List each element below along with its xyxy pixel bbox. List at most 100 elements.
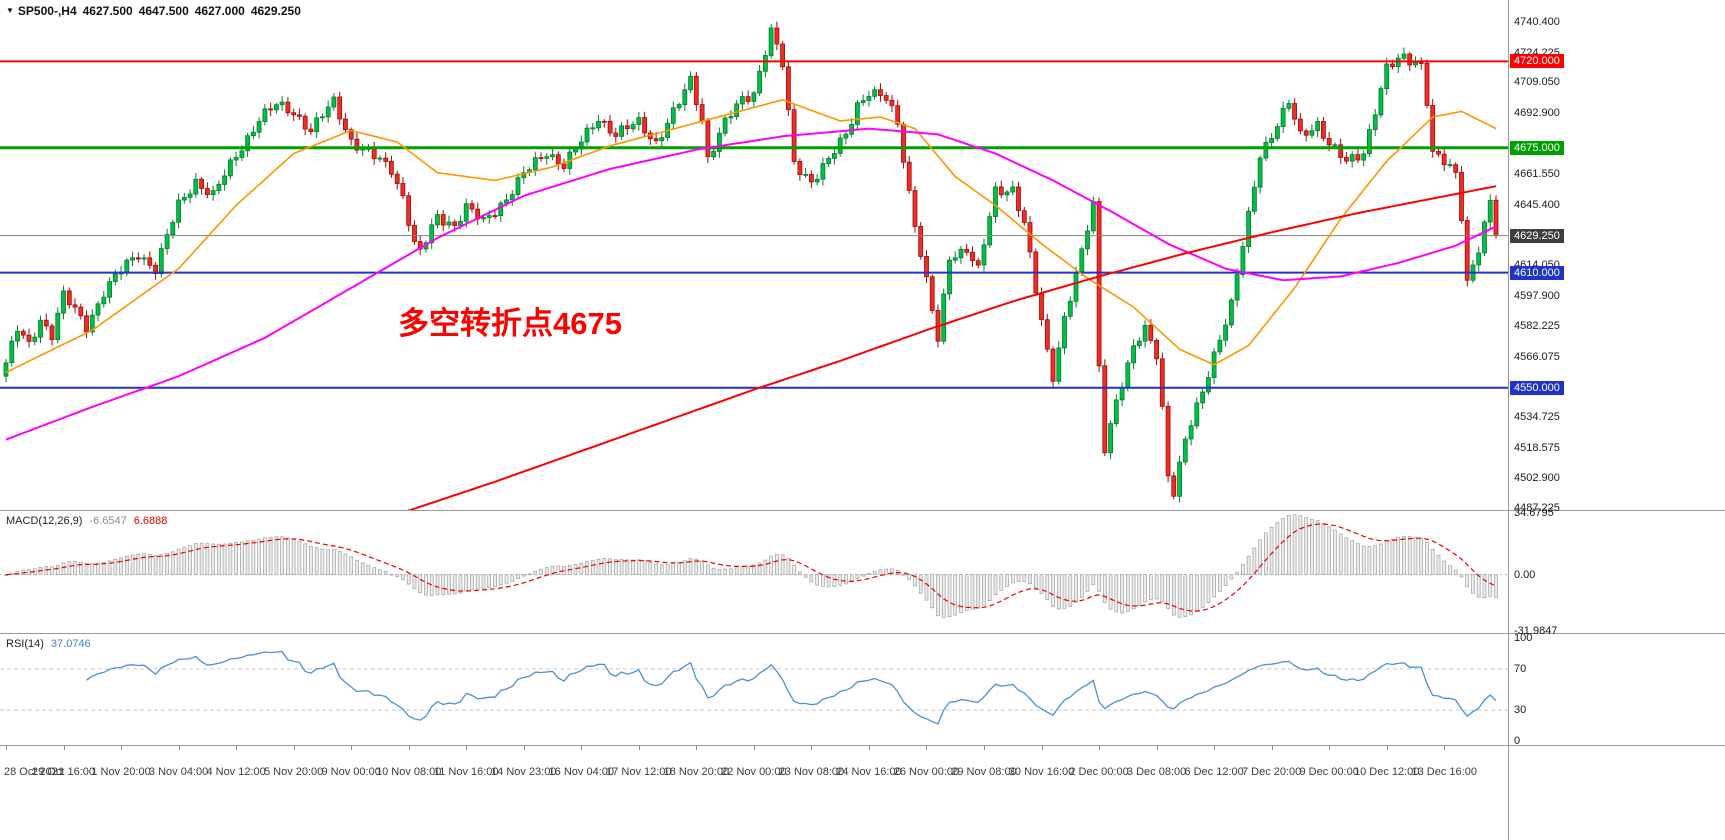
time-axis-label: 14 Nov 23:00	[491, 766, 557, 778]
rsi-value: 37.0746	[50, 638, 91, 650]
time-axis-label: 9 Nov 00:00	[321, 766, 381, 778]
time-axis-label: 11 Nov 16:00	[433, 766, 499, 778]
chart-title: ▼ SP500-,H4 4627.500 4647.500 4627.000 4629.2…	[6, 4, 301, 18]
rsi-label: RSI(14) 37.0746	[6, 638, 91, 650]
time-tick	[466, 746, 468, 750]
macd-tick-label: 0.00	[1514, 568, 1536, 581]
price-tick-label: 4566.075	[1514, 350, 1560, 363]
ohlc-close: 4629.250	[250, 4, 301, 18]
price-tick-label: 4709.050	[1514, 76, 1560, 89]
time-axis-label: 23 Nov 08:00	[778, 766, 845, 778]
time-tick	[351, 746, 353, 750]
time-tick	[1329, 746, 1331, 750]
time-axis-label: 3 Nov 04:00	[148, 766, 209, 778]
price-line-badge: 4550.000	[1510, 380, 1564, 395]
time-axis-label: 30 Nov 16:00	[1008, 766, 1075, 778]
time-tick	[1271, 746, 1273, 750]
time-axis-label: 6 Dec 12:00	[1184, 766, 1244, 778]
time-tick	[408, 746, 410, 750]
time-axis-label: 2 Dec 00:00	[1069, 766, 1129, 778]
time-axis-label: 7 Dec 20:00	[1241, 766, 1302, 778]
rsi-tick-label: 0	[1514, 735, 1521, 747]
time-tick	[696, 746, 698, 750]
macd-main-value: -6.6547	[89, 515, 127, 527]
time-tick	[178, 746, 180, 750]
ma-red[interactable]	[340, 185, 1497, 510]
ohlc-high: 4647.500	[138, 4, 189, 18]
price-line-badge: 4675.000	[1510, 140, 1564, 155]
ma-orange[interactable]	[5, 98, 1497, 374]
ohlc-open: 4627.500	[82, 4, 133, 18]
panel-separator[interactable]	[0, 510, 1725, 511]
time-axis-label: 18 Nov 20:00	[663, 766, 730, 778]
time-axis-label: 29 Oct 16:00	[32, 766, 96, 778]
macd-canvas[interactable]	[0, 511, 1508, 633]
macd-tick-label: -31.9847	[1514, 625, 1558, 638]
time-axis-label: 17 Nov 12:00	[606, 766, 672, 778]
time-axis-label: 10 Nov 08:00	[375, 766, 442, 778]
rsi-tick-label: 30	[1514, 704, 1527, 717]
price-chart-canvas[interactable]	[0, 0, 1508, 510]
time-axis-separator	[0, 745, 1725, 746]
price-axis-separator	[1508, 0, 1509, 840]
time-axis-label: 4 Nov 12:00	[206, 766, 266, 778]
time-axis-label: 5 Nov 20:00	[263, 766, 324, 778]
price-tick-label: 4534.725	[1514, 411, 1560, 424]
time-tick	[63, 746, 65, 750]
time-tick	[236, 746, 238, 750]
time-tick	[1444, 746, 1446, 750]
rsi-canvas[interactable]	[0, 634, 1508, 745]
macd-name: MACD(12,26,9)	[6, 515, 83, 527]
time-axis-label: 24 Nov 16:00	[836, 766, 902, 778]
rsi-tick-label: 100	[1514, 632, 1533, 644]
chart-marker-icon: ▼	[6, 6, 14, 15]
time-tick	[1386, 746, 1388, 750]
price-line-badge: 4720.000	[1510, 54, 1564, 69]
time-axis-label: 29 Nov 08:00	[951, 766, 1017, 778]
time-tick	[868, 746, 870, 750]
candles-layer	[3, 21, 1499, 503]
time-tick	[983, 746, 985, 750]
time-axis-label: 16 Nov 04:00	[548, 766, 614, 778]
time-axis-label: 9 Dec 00:00	[1299, 766, 1359, 778]
time-tick	[926, 746, 928, 750]
price-tick-label: 4692.900	[1514, 107, 1560, 120]
chart-annotation[interactable]: 多空转折点4675	[398, 306, 622, 341]
time-axis-label: 13 Dec 16:00	[1411, 766, 1477, 778]
price-line-badge: 4629.250	[1510, 228, 1564, 243]
time-tick	[6, 746, 7, 750]
time-axis-label: 22 Nov 00:00	[721, 766, 787, 778]
price-tick-label: 4518.575	[1514, 442, 1560, 455]
time-tick	[638, 746, 640, 750]
macd-tick-label: 34.6795	[1514, 507, 1554, 520]
ohlc-low: 4627.000	[194, 4, 245, 18]
panel-separator[interactable]	[0, 633, 1725, 634]
time-tick	[1099, 746, 1101, 750]
price-tick-label: 4645.400	[1514, 198, 1560, 211]
macd-signal-line	[5, 523, 1497, 612]
time-axis-label: 10 Dec 12:00	[1353, 766, 1420, 778]
macd-signal-value: 6.6888	[133, 515, 168, 527]
ma-magenta[interactable]	[5, 127, 1497, 441]
time-tick	[581, 746, 583, 750]
rsi-line	[86, 650, 1497, 725]
time-axis-label: 1 Nov 20:00	[91, 766, 151, 778]
price-tick-label: 4487.225	[1514, 502, 1560, 515]
symbol-timeframe-label: SP500-,H4	[17, 4, 77, 18]
rsi-tick-label: 70	[1514, 662, 1527, 675]
time-tick	[1156, 746, 1158, 750]
price-tick-label: 4597.900	[1514, 289, 1560, 302]
price-tick-label: 4502.900	[1514, 472, 1560, 485]
time-tick	[121, 746, 123, 750]
time-tick	[523, 746, 525, 750]
time-axis-label: 26 Nov 00:00	[893, 766, 960, 778]
price-tick-label: 4740.400	[1514, 16, 1560, 29]
time-axis-label: 28 Oct 2021	[4, 766, 64, 778]
macd-label: MACD(12,26,9) -6.6547 6.6888	[6, 515, 167, 527]
time-tick	[753, 746, 755, 750]
rsi-name: RSI(14)	[6, 638, 44, 650]
time-tick	[1041, 746, 1043, 750]
time-axis-label: 3 Dec 08:00	[1126, 766, 1187, 778]
price-line-badge: 4610.000	[1510, 265, 1564, 280]
